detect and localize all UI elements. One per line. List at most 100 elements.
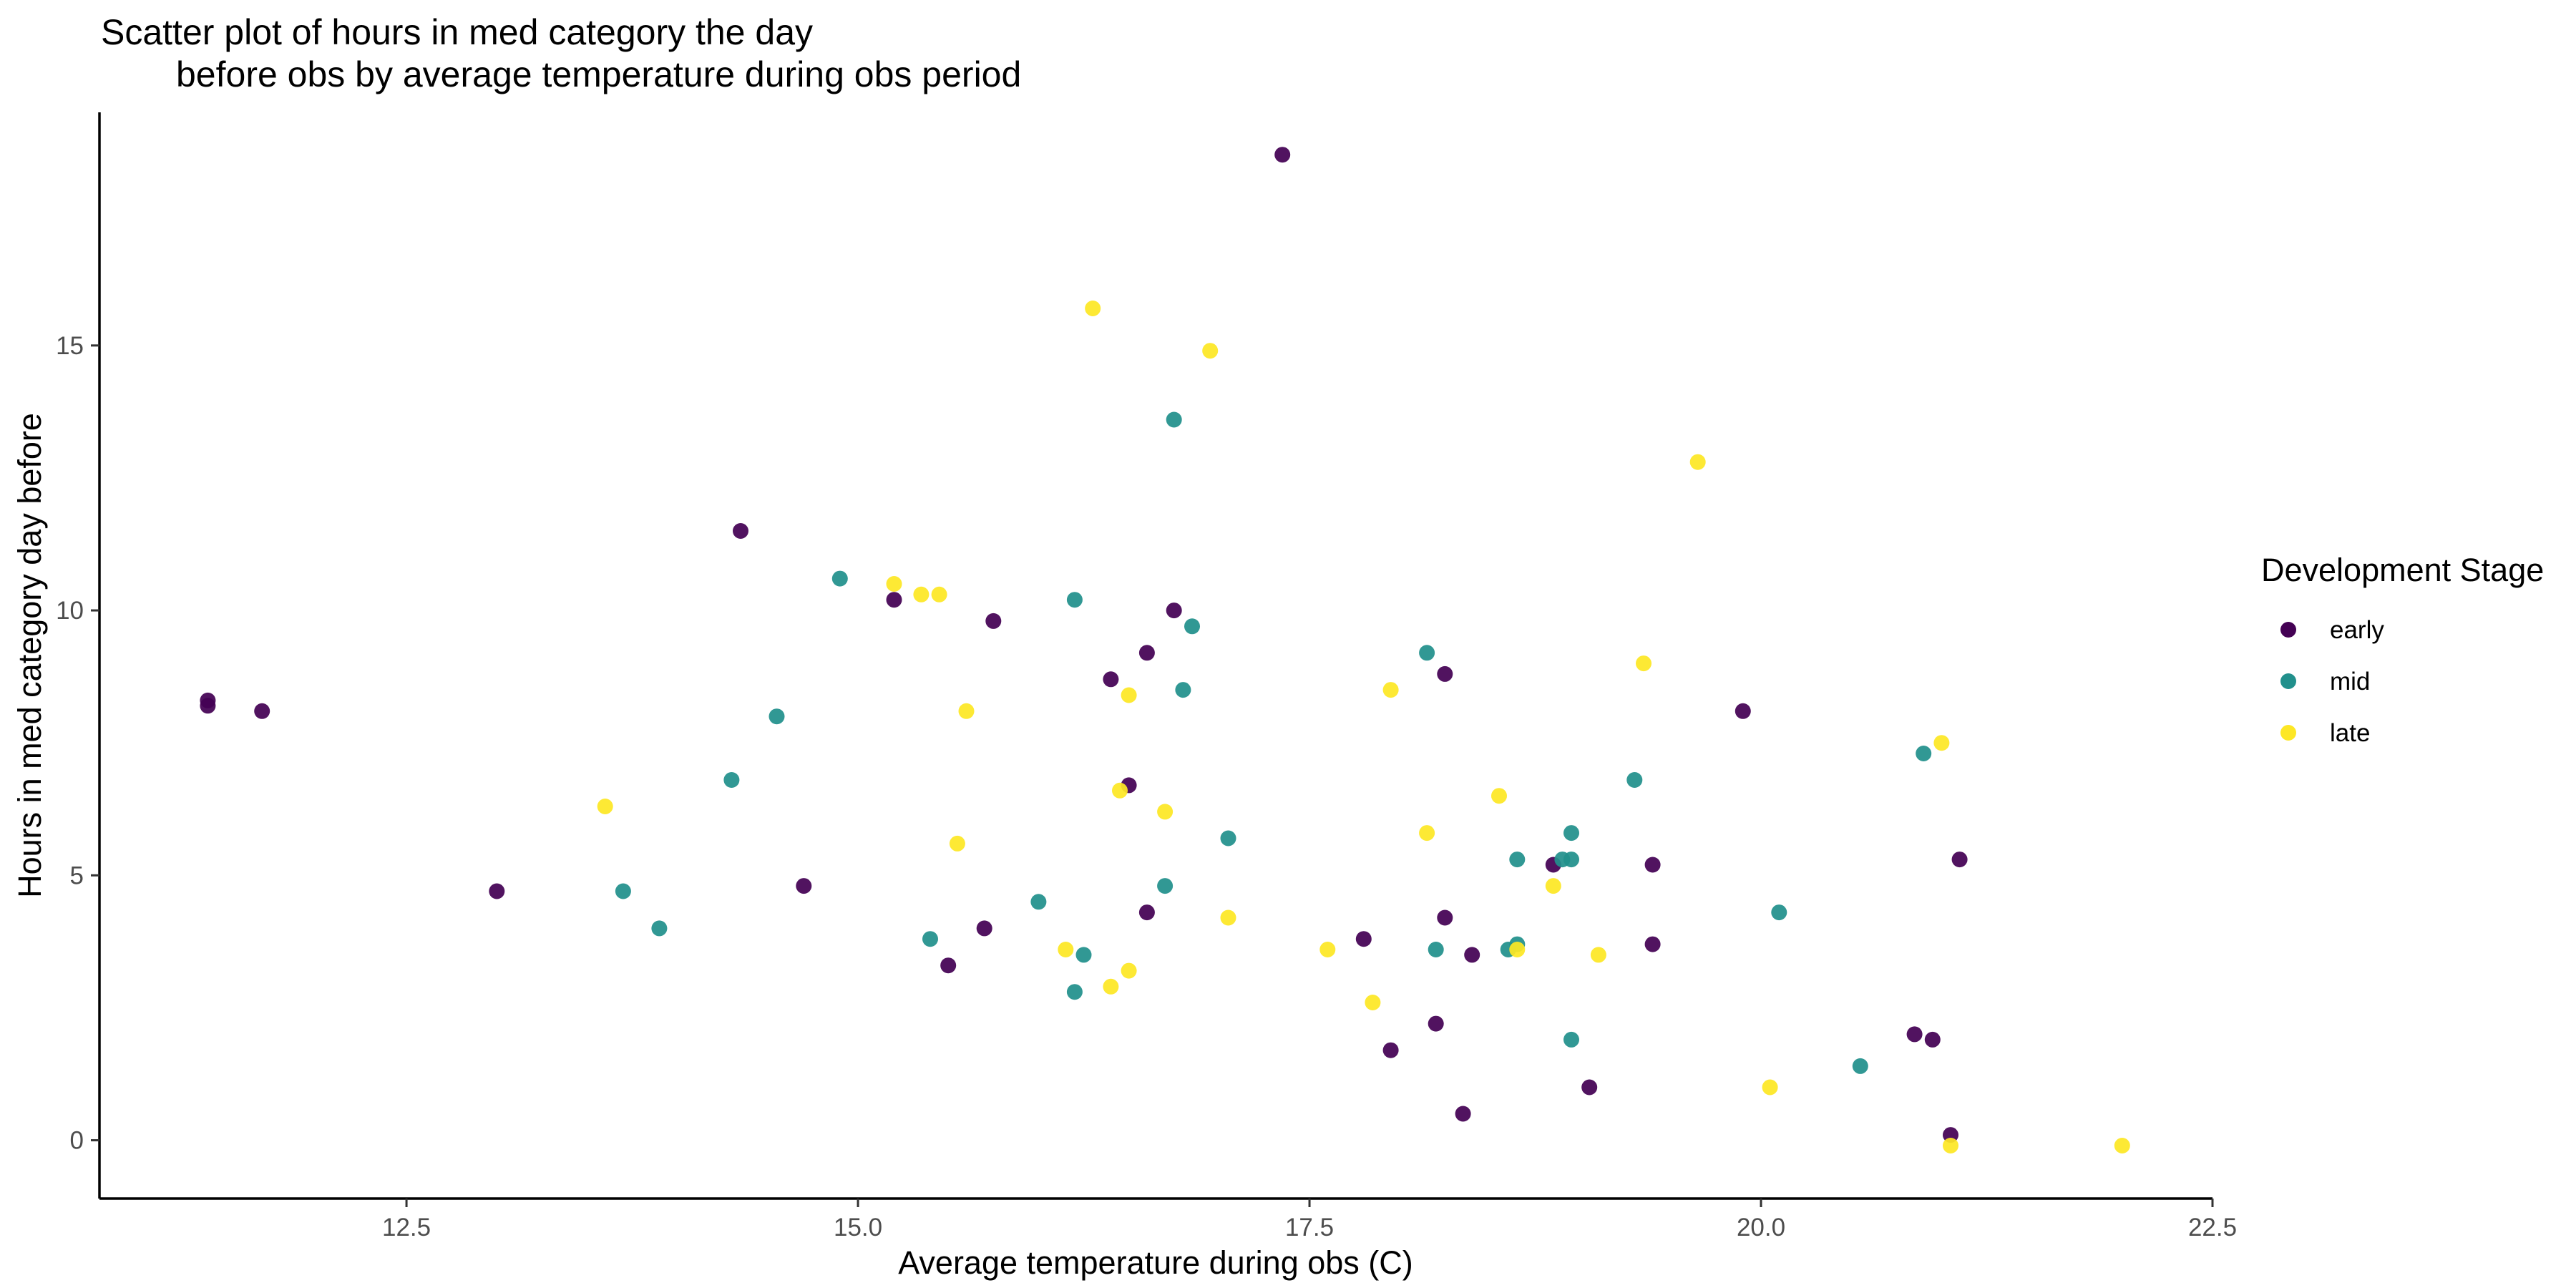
point-mid-1 [651,920,668,937]
chart-title-line-2: before obs by average temperature during… [176,54,1021,94]
point-late-0 [597,799,613,814]
point-early-8 [976,920,992,937]
point-late-23 [1636,655,1652,672]
y-axis-ticks: 0 5 10 15 [56,332,99,1155]
legend-key-mid [2280,673,2296,689]
point-mid-4 [831,570,848,587]
point-early-19 [1437,665,1453,682]
point-late-12 [1157,804,1174,820]
point-early-24 [1581,1079,1598,1096]
point-mid-18 [1509,852,1526,868]
legend: Development Stage early mid late [2261,552,2544,747]
point-late-9 [1112,782,1128,799]
point-late-21 [1545,878,1561,894]
point-early-1 [200,698,216,714]
point-mid-24 [1626,772,1643,788]
point-mid-12 [1175,682,1191,698]
point-early-12 [1138,645,1155,661]
x-tick-label: 20.0 [1737,1214,1785,1241]
point-early-21 [1455,1106,1471,1122]
legend-label-late: late [2330,719,2370,747]
point-late-11 [1121,687,1137,703]
point-early-15 [1274,147,1291,163]
x-axis-title: Average temperature during obs (C) [898,1244,1413,1281]
point-early-16 [1355,931,1372,947]
y-tick-label: 15 [56,332,84,360]
legend-key-early [2280,622,2296,638]
point-late-18 [1419,825,1435,841]
point-early-10 [1103,671,1119,688]
point-early-27 [1735,703,1751,719]
x-tick-label: 17.5 [1285,1214,1334,1241]
point-early-31 [1951,852,1968,868]
x-tick-label: 12.5 [382,1214,431,1241]
point-late-8 [1103,978,1119,995]
point-mid-14 [1220,830,1236,847]
point-late-4 [949,835,965,852]
y-tick-label: 0 [70,1127,84,1155]
point-late-3 [931,586,947,602]
point-mid-6 [1030,894,1047,910]
point-mid-0 [615,883,631,899]
data-points [200,147,2130,1153]
legend-key-late [2280,725,2296,741]
legend-label-early: early [2330,616,2384,644]
point-late-26 [1933,735,1950,751]
point-mid-27 [1916,746,1932,761]
point-early-7 [940,957,957,974]
legend-label-mid: mid [2330,668,2370,696]
point-early-4 [733,523,748,539]
point-early-5 [796,878,812,894]
point-mid-7 [1066,592,1083,608]
point-late-19 [1491,788,1507,804]
y-axis-title: Hours in med category day before [11,413,48,898]
point-late-20 [1509,942,1526,957]
point-late-6 [1058,942,1074,957]
chart-title-line-1: Scatter plot of hours in med category th… [101,12,813,52]
point-early-13 [1138,904,1155,921]
point-late-13 [1202,343,1219,359]
point-mid-16 [1428,942,1444,957]
point-mid-2 [723,772,740,788]
point-early-28 [1906,1026,1923,1043]
point-early-22 [1464,947,1480,963]
point-late-15 [1319,942,1336,957]
point-mid-26 [1852,1058,1868,1074]
point-mid-15 [1419,645,1435,661]
point-late-27 [1943,1138,1958,1153]
point-late-1 [886,576,902,592]
point-late-24 [1689,454,1706,470]
x-tick-label: 15.0 [834,1214,882,1241]
point-mid-9 [1075,947,1092,963]
point-late-5 [958,703,975,719]
point-late-7 [1085,301,1101,316]
point-late-10 [1121,962,1137,979]
point-mid-5 [922,931,938,947]
point-mid-21 [1563,825,1579,841]
legend-items: early mid late [2280,616,2384,747]
point-mid-23 [1563,1031,1579,1048]
y-tick-label: 5 [70,862,84,889]
point-late-28 [2114,1138,2130,1153]
x-tick-label: 22.5 [2188,1214,2237,1241]
point-late-16 [1365,995,1381,1010]
point-late-17 [1382,682,1399,698]
point-mid-25 [1771,904,1787,921]
point-mid-22 [1563,852,1579,868]
point-early-18 [1428,1015,1444,1032]
point-early-6 [886,592,902,608]
point-late-22 [1590,947,1606,963]
point-late-2 [913,586,930,602]
point-mid-10 [1157,878,1174,894]
point-early-9 [985,613,1002,629]
point-mid-11 [1166,411,1182,428]
point-early-2 [254,703,270,719]
point-late-25 [1762,1079,1778,1096]
point-early-3 [489,883,505,899]
point-early-14 [1166,602,1182,619]
x-axis-ticks: 12.5 15.0 17.5 20.0 22.5 [382,1199,2237,1241]
legend-title: Development Stage [2261,552,2544,588]
point-early-25 [1644,857,1661,873]
y-tick-label: 10 [56,597,84,625]
